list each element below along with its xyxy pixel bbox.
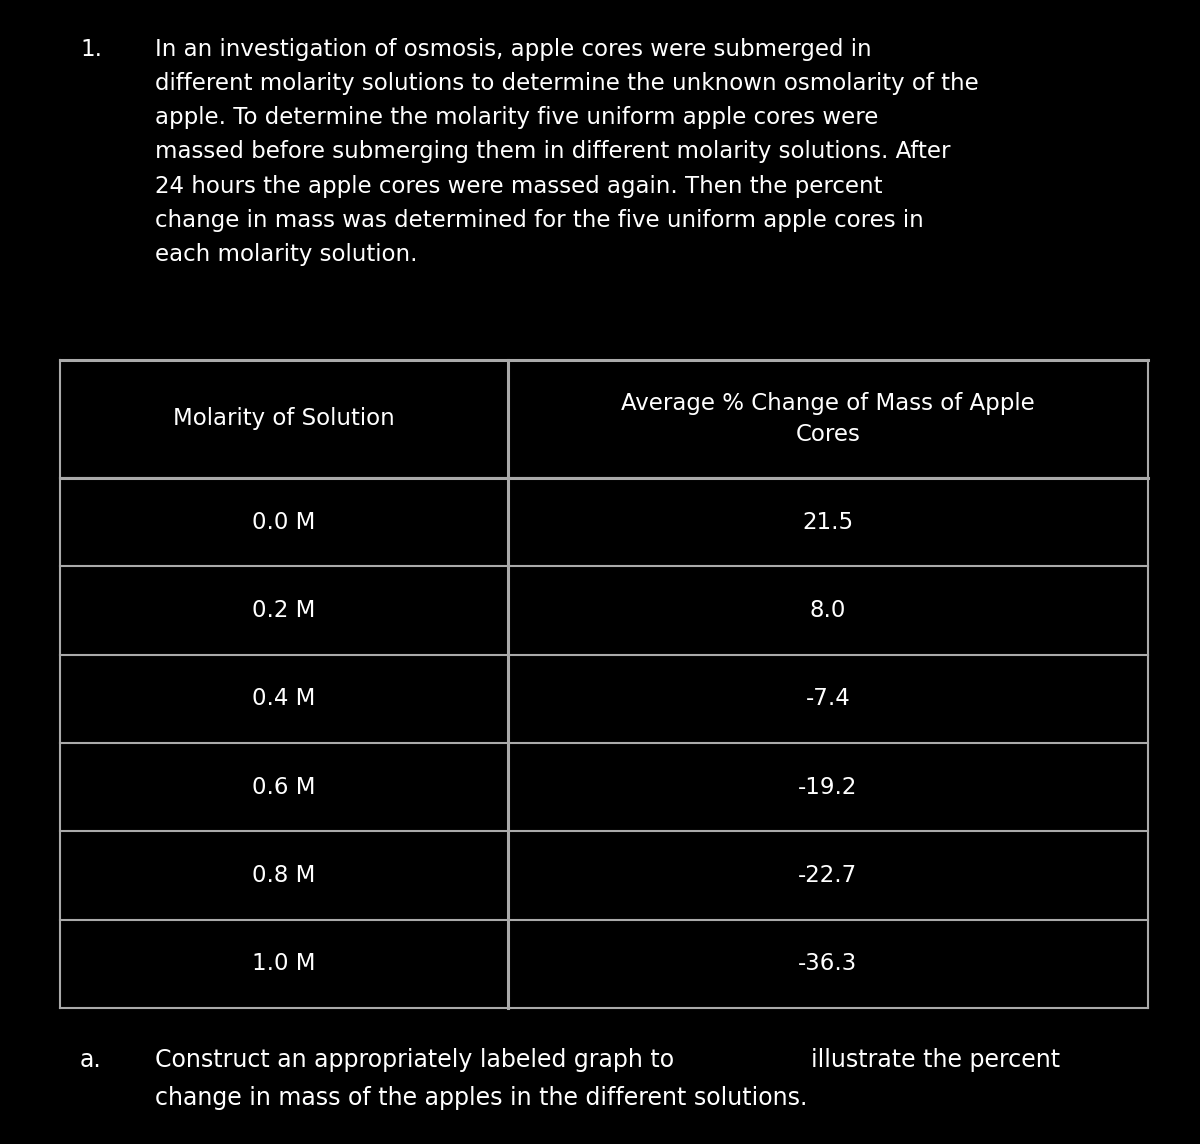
Text: a.: a. bbox=[80, 1048, 102, 1072]
Text: change in mass of the apples in the different solutions.: change in mass of the apples in the diff… bbox=[155, 1086, 808, 1110]
Text: 1.0 M: 1.0 M bbox=[252, 952, 316, 976]
Text: 0.8 M: 0.8 M bbox=[252, 864, 316, 887]
Text: illustrate the percent: illustrate the percent bbox=[811, 1048, 1060, 1072]
Text: 8.0: 8.0 bbox=[810, 599, 846, 622]
Text: 0.0 M: 0.0 M bbox=[252, 510, 316, 533]
Text: Molarity of Solution: Molarity of Solution bbox=[173, 407, 395, 430]
Text: -19.2: -19.2 bbox=[798, 776, 858, 799]
Text: 0.6 M: 0.6 M bbox=[252, 776, 316, 799]
Text: 0.2 M: 0.2 M bbox=[252, 599, 316, 622]
Text: 1.: 1. bbox=[80, 38, 102, 61]
Text: -22.7: -22.7 bbox=[798, 864, 858, 887]
Text: -7.4: -7.4 bbox=[805, 688, 851, 710]
Text: 0.4 M: 0.4 M bbox=[252, 688, 316, 710]
Text: Construct an appropriately labeled graph to: Construct an appropriately labeled graph… bbox=[155, 1048, 674, 1072]
Text: Average % Change of Mass of Apple
Cores: Average % Change of Mass of Apple Cores bbox=[622, 392, 1034, 446]
Text: In an investigation of osmosis, apple cores were submerged in
different molarity: In an investigation of osmosis, apple co… bbox=[155, 38, 979, 265]
Text: 21.5: 21.5 bbox=[803, 510, 853, 533]
Text: -36.3: -36.3 bbox=[798, 952, 858, 976]
